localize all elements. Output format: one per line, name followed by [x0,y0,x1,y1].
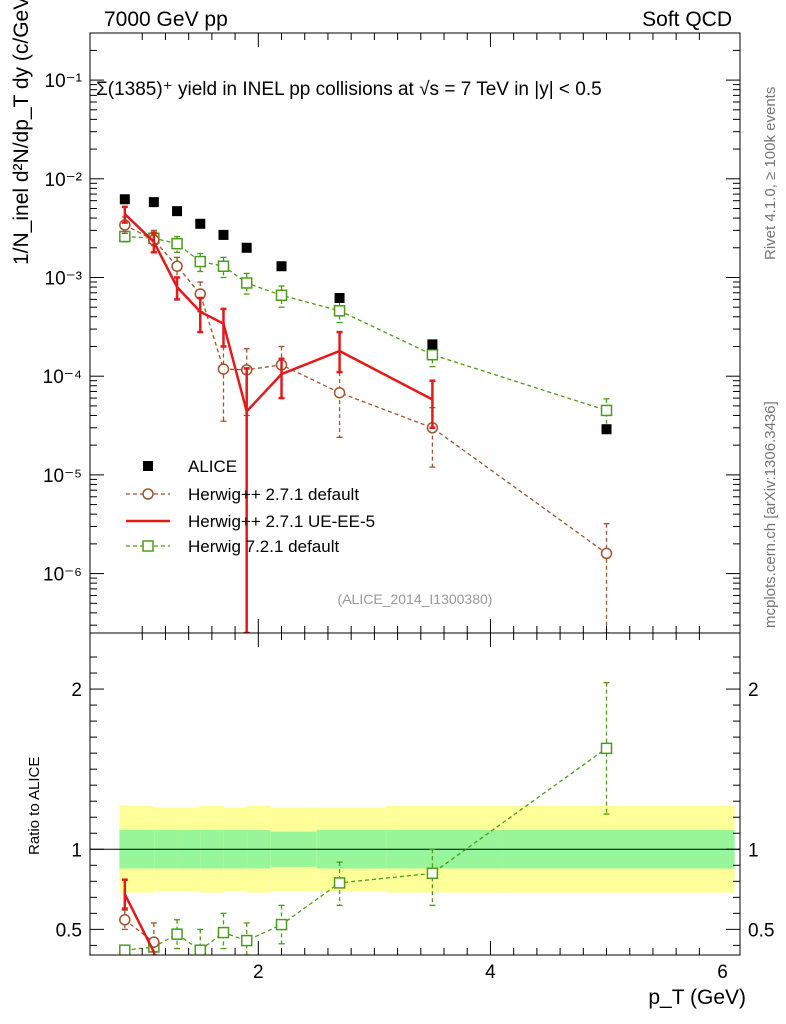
ratio-y-tick-label-right: 2 [748,680,759,701]
data-point [427,339,438,350]
legend-marker [143,461,153,471]
legend-label: Herwig 7.2.1 default [188,537,339,556]
data-point [276,261,287,272]
data-point [217,260,230,272]
series-line [124,224,607,554]
data-point [240,934,253,947]
series-line [124,919,155,943]
legend-marker [142,488,154,500]
data-point [241,242,252,253]
data-point [333,386,346,399]
ratio-y-tick-label: 2 [71,680,82,701]
data-point [275,918,288,931]
series-line [124,747,607,952]
data-point [194,255,207,268]
y-tick-label: 10⁻¹ [45,71,83,92]
data-point [600,547,613,560]
ratio-y-tick-label-right: 0.5 [748,920,774,941]
data-point [600,742,613,755]
data-point [275,289,288,302]
data-point [600,404,613,417]
x-tick-label: 4 [485,962,496,983]
data-point [217,363,230,375]
data-point [426,348,439,361]
x-tick-label: 6 [717,962,728,983]
data-point [148,197,159,208]
data-point [171,237,183,250]
x-axis-label: p_T (GeV) [648,986,746,1009]
data-point [333,877,346,889]
series-line [124,235,607,412]
data-point [119,194,130,205]
data-point [601,424,612,435]
data-point [426,867,439,880]
series-line [123,893,156,955]
legend-label: Herwig++ 2.7.1 default [188,485,359,504]
main-panel-content [119,194,613,633]
legend-label: Herwig++ 2.7.1 UE-EE-5 [188,512,375,531]
data-point [172,206,183,217]
data-point [333,305,346,317]
data-point [171,260,183,272]
ratio-frame [89,632,741,956]
data-point [240,277,253,289]
analysis-watermark: (ALICE_2014_I1300380) [338,591,493,607]
legend-marker [142,540,154,552]
ratio-y-tick-label: 1 [71,840,82,861]
ratio-y-tick-label-right: 1 [748,840,759,861]
header-left: 7000 GeV pp [104,8,228,31]
y-tick-label: 10⁻⁴ [43,367,82,388]
chart-title: Σ(1385)⁺ yield in INEL pp collisions at … [96,79,602,100]
data-point [119,944,131,955]
y-tick-label: 10⁻⁶ [43,565,82,586]
series-line [123,213,433,414]
legend-label: ALICE [188,457,237,476]
y-tick-label: 10⁻⁵ [43,466,82,487]
y-tick-label: 10⁻³ [45,268,83,289]
data-point [334,292,345,303]
x-tick-label: 2 [253,962,264,983]
data-point [194,944,207,955]
data-point [217,926,230,939]
data-point [195,218,206,229]
ratio-y-tick-label: 0.5 [56,920,82,941]
data-point [119,914,131,926]
y-tick-label: 10⁻² [45,170,83,191]
data-point [171,928,183,940]
ratio-panel-content [90,682,740,955]
data-point [218,229,229,240]
header-right: Soft QCD [642,8,732,31]
